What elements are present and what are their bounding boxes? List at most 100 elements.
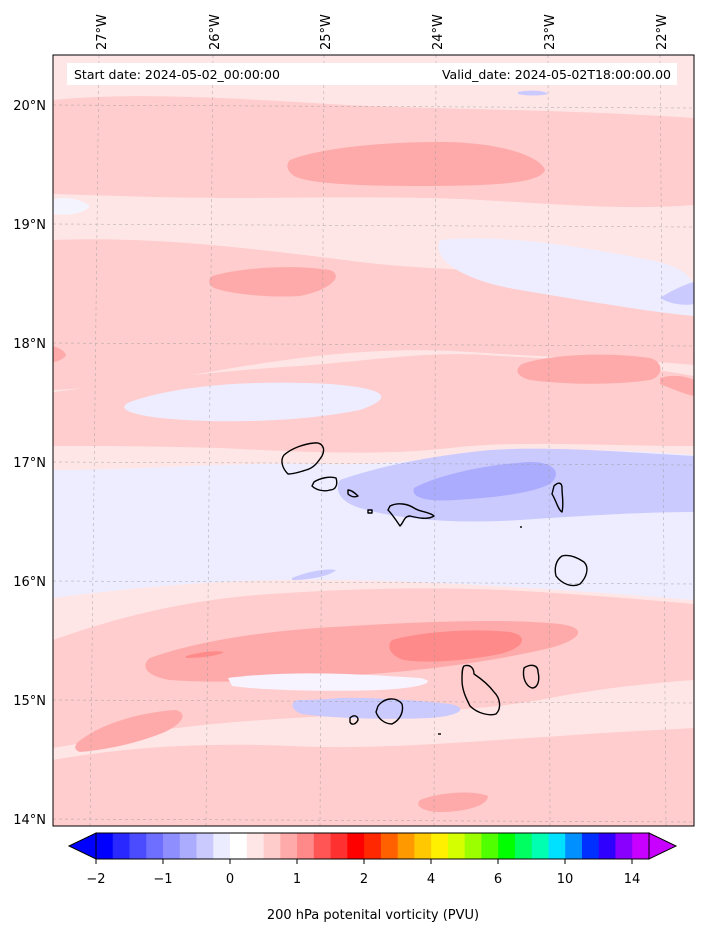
colorbar-tick-labels: −2 −1 0 1 2 4 6 10 14 <box>86 872 640 887</box>
map-frame <box>52 54 695 827</box>
colorbar-cell <box>230 833 248 859</box>
lat-label: 14°N <box>13 813 46 828</box>
lon-label: 27°W <box>95 14 110 50</box>
colorbar-tick-label: 1 <box>293 872 301 887</box>
lon-label: 23°W <box>543 14 558 50</box>
colorbar-cell <box>347 833 365 859</box>
island-brava <box>349 715 359 725</box>
contour-pink-east <box>517 354 661 384</box>
colorbar-cell <box>397 833 415 859</box>
colorbar-cell <box>330 833 348 859</box>
contour-pink-southwest <box>75 710 183 752</box>
colorbar-cell <box>414 833 432 859</box>
contour-pink-core <box>389 630 523 662</box>
coastlines <box>281 442 588 735</box>
latitude-labels: 20°N 19°N 18°N 17°N 16°N 15°N 14°N <box>13 99 46 828</box>
valid-date-label: Valid_date: 2024-05-02T18:00:00.00 <box>442 67 671 82</box>
contour-pink-core-west <box>186 651 224 658</box>
colorbar-cell <box>615 833 633 859</box>
colorbar: −2 −1 0 1 2 4 6 10 14 200 hPa potenital … <box>67 832 678 923</box>
lat-label: 20°N <box>13 99 46 114</box>
colorbar-frame <box>95 832 650 860</box>
contour-blue-patch-west <box>124 382 382 422</box>
island-santa-luzia <box>347 489 359 498</box>
lat-label: 16°N <box>13 575 46 590</box>
contour-white-streak <box>228 673 428 691</box>
colorbar-cell <box>447 833 466 859</box>
contour-blue-core <box>413 462 556 501</box>
colorbar-label: 200 hPa potenital vorticity (PVU) <box>267 908 479 923</box>
lat-label: 17°N <box>13 456 46 471</box>
island-boa-vista <box>554 554 588 587</box>
contour-pink-north <box>287 142 545 186</box>
contour-pink-east-edge <box>660 375 694 396</box>
colorbar-tick-label: 0 <box>226 872 234 887</box>
contour-pink-bottom <box>418 792 488 812</box>
contour-pink-upper <box>209 267 336 297</box>
island-sao-nicolau <box>387 503 435 527</box>
colorbar-tick-label: 10 <box>557 872 574 887</box>
lon-label: 25°W <box>319 14 334 50</box>
contour-white-patch <box>53 198 90 215</box>
longitude-labels: 27°W 26°W 25°W 24°W 23°W 22°W <box>95 14 670 50</box>
lat-label: 18°N <box>13 337 46 352</box>
colorbar-cell <box>364 833 382 859</box>
colorbar-cell <box>548 833 566 859</box>
contour-blue-dot-top <box>518 90 548 96</box>
colorbar-cell <box>632 833 650 859</box>
island-ilheus <box>367 509 373 514</box>
lat-label: 19°N <box>13 218 46 233</box>
map-plot-area: Start date: 2024-05-02_00:00:00 Valid_da… <box>53 55 694 826</box>
lon-label: 26°W <box>208 14 223 50</box>
colorbar-extend-min <box>67 832 97 860</box>
island-maio <box>522 664 540 689</box>
contour-pink-west-edge <box>53 346 66 362</box>
island-sal <box>551 482 564 513</box>
colorbar-cell <box>498 833 516 859</box>
colorbar-cell <box>598 833 617 859</box>
colorbar-cell <box>565 833 583 859</box>
colorbar-cell <box>280 833 298 859</box>
header-box <box>67 63 677 85</box>
colorbar-tick-label: 2 <box>360 872 368 887</box>
start-date-label: Start date: 2024-05-02_00:00:00 <box>74 67 280 82</box>
colorbar-cell <box>380 833 399 859</box>
island-fogo <box>375 698 404 725</box>
colorbar-cell <box>96 833 114 859</box>
colorbar-tick-label: 14 <box>624 872 641 887</box>
colorbar-cell <box>146 833 164 859</box>
island-santo-antao <box>281 442 325 475</box>
colorbar-cell <box>531 833 550 859</box>
contour-blue-edge <box>660 282 694 305</box>
colorbar-cell <box>431 833 449 859</box>
island-sao-vicente <box>311 476 338 492</box>
contour-blue-streak <box>292 569 336 580</box>
colorbar-ticks <box>95 859 633 864</box>
contour-blue-patch-east <box>438 238 694 316</box>
colorbar-tick-label: −1 <box>153 872 172 887</box>
lon-label: 22°W <box>655 14 670 50</box>
colorbar-cell <box>213 833 231 859</box>
colorbar-cell <box>313 833 332 859</box>
colorbar-cell <box>179 833 198 859</box>
colorbar-cell <box>481 833 499 859</box>
colorbar-cell <box>514 833 533 859</box>
colorbar-extend-max <box>648 832 678 860</box>
contour-band-lower <box>53 728 694 826</box>
lat-label: 15°N <box>13 694 46 709</box>
colorbar-cell <box>163 833 181 859</box>
graticule <box>53 55 694 826</box>
colorbar-cell <box>297 833 315 859</box>
colorbar-tick-label: 6 <box>494 872 502 887</box>
colorbar-cell <box>581 833 600 859</box>
lon-label: 24°W <box>431 14 446 50</box>
colorbar-cell <box>246 833 265 859</box>
colorbar-tick-label: 4 <box>427 872 435 887</box>
contour-blue-strip-south <box>292 697 461 719</box>
colorbar-tick-label: −2 <box>86 872 105 887</box>
colorbar-cell <box>196 833 214 859</box>
colorbar-cells <box>96 833 650 859</box>
colorbar-cell <box>129 833 147 859</box>
colorbar-cell <box>112 833 131 859</box>
